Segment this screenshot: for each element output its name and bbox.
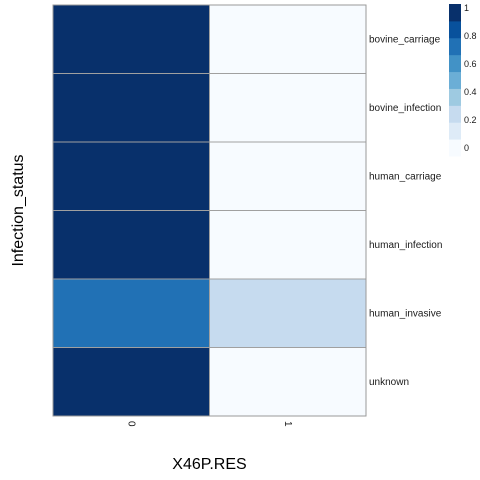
heatmap-cell	[209, 278, 367, 348]
x-tick-label: 1	[282, 421, 293, 427]
legend-tick-label: 1	[464, 3, 469, 13]
heatmap-cell	[52, 141, 210, 211]
y-tick-label: bovine_infection	[369, 103, 441, 114]
legend-tick-label: 0	[464, 143, 469, 153]
legend-swatch	[449, 54, 461, 73]
y-tick-label: bovine_carriage	[369, 34, 441, 45]
heatmap-cell	[209, 210, 367, 280]
legend-swatch	[449, 37, 461, 56]
heatmap-cell	[52, 4, 210, 74]
legend-swatch	[449, 71, 461, 89]
heatmap-cell	[209, 73, 367, 143]
heatmap-cell	[52, 347, 210, 417]
heatmap-cell	[52, 210, 210, 280]
x-tick-label: 0	[126, 421, 137, 427]
y-tick-label: human_invasive	[369, 308, 442, 319]
y-tick-labels: bovine_carriage bovine_infection human_car…	[369, 34, 442, 388]
x-axis-title: X46P.RES	[172, 456, 246, 473]
plot-border	[52, 4, 367, 417]
heatmap-cells	[52, 4, 367, 417]
legend-swatch	[449, 139, 461, 157]
y-axis-title: Infection_status	[10, 154, 27, 266]
legend-swatch	[449, 88, 461, 106]
legend-tick-label: 0.2	[464, 115, 477, 125]
heatmap-cell	[209, 141, 367, 211]
heatmap-cell	[52, 73, 210, 143]
legend-swatch	[449, 105, 461, 123]
legend-tick-label: 0.8	[464, 31, 477, 41]
legend-tick-label: 0.6	[464, 59, 477, 69]
y-tick-label: human_carriage	[369, 171, 442, 182]
legend-tick-label: 0.4	[464, 87, 477, 97]
color-legend: 0 0.2 0.4 0.6 0.8 1	[449, 3, 477, 157]
legend-swatch	[449, 4, 461, 22]
heatmap-cell	[209, 4, 367, 74]
legend-swatch	[449, 20, 461, 39]
y-tick-label: unknown	[369, 377, 409, 388]
y-tick-label: human_infection	[369, 240, 442, 251]
legend-swatch	[449, 122, 461, 140]
heatmap-cell	[209, 347, 367, 417]
heatmap-cell	[52, 278, 210, 348]
